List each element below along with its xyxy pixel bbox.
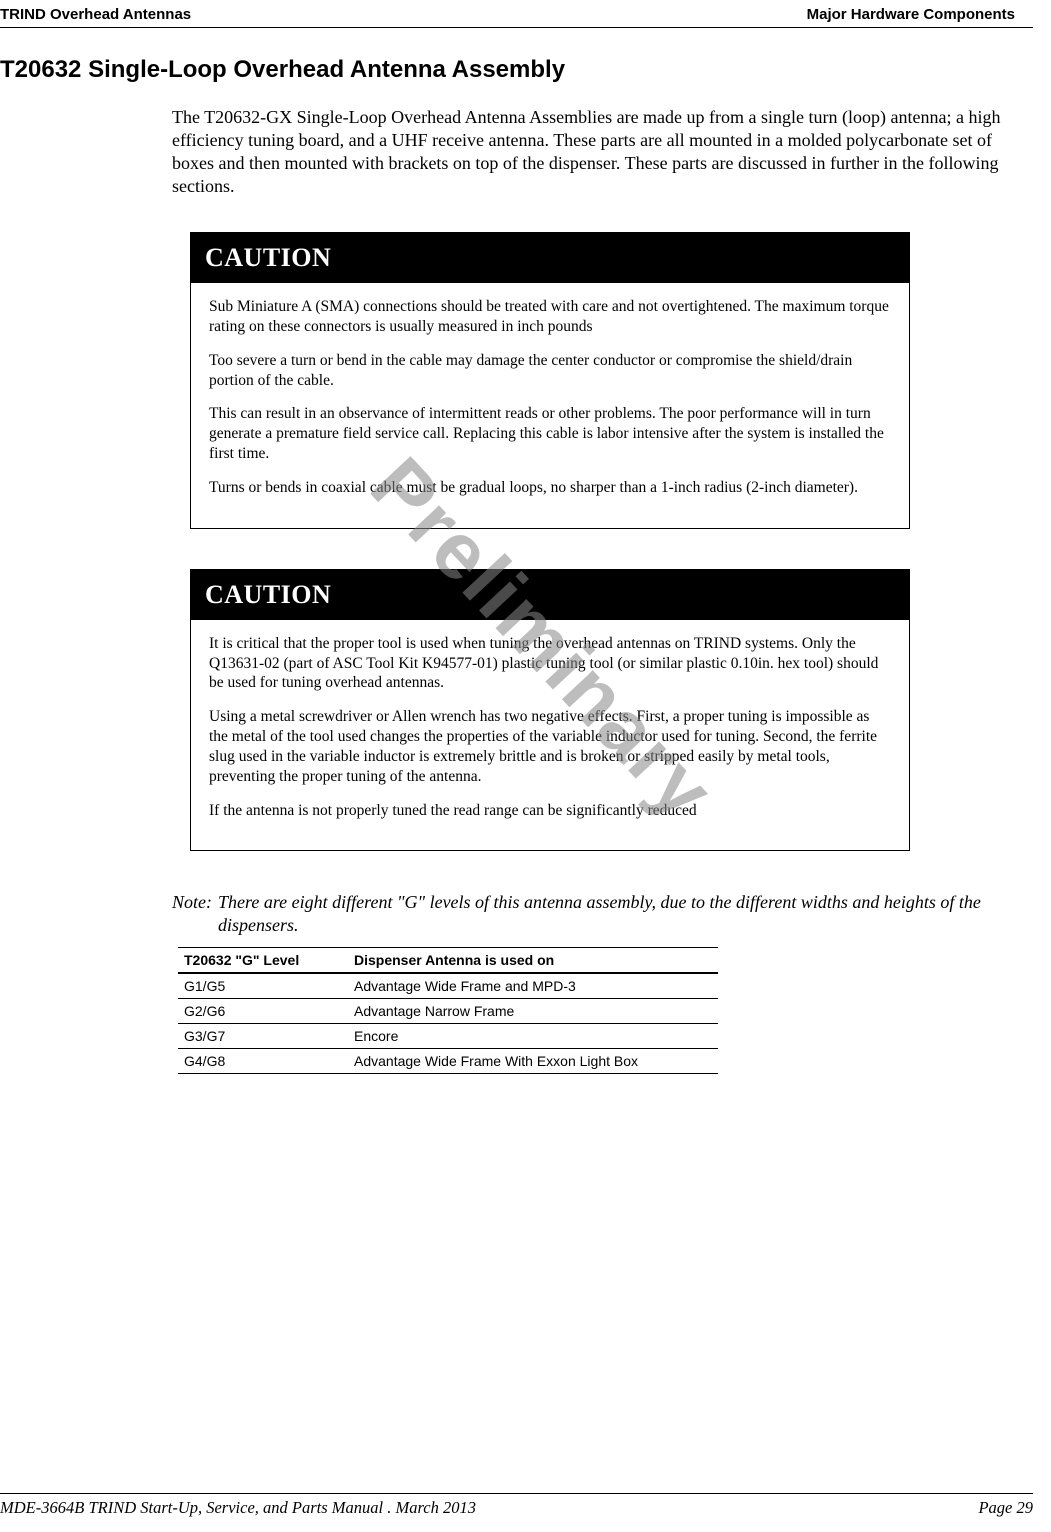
note-label: Note: [172,891,218,937]
cell-level: G3/G7 [178,1024,348,1049]
caution-label: CAUTION [191,570,909,620]
caution2-p1: It is critical that the proper tool is u… [209,634,891,693]
caution2-p3: If the antenna is not properly tuned the… [209,801,891,821]
page-footer: MDE-3664B TRIND Start-Up, Service, and P… [0,1493,1033,1518]
caution-box-2: CAUTION It is critical that the proper t… [190,569,910,852]
caution-label: CAUTION [191,233,909,283]
table-row: G3/G7 Encore [178,1024,718,1049]
table-row: G4/G8 Advantage Wide Frame With Exxon Li… [178,1049,718,1074]
caution-box-1: CAUTION Sub Miniature A (SMA) connection… [190,232,910,529]
cell-dispenser: Encore [348,1024,718,1049]
caution2-p2: Using a metal screwdriver or Allen wrenc… [209,707,891,786]
page-header: TRIND Overhead Antennas Major Hardware C… [0,0,1033,28]
col-g-level: T20632 "G" Level [178,948,348,974]
caution1-p1: Sub Miniature A (SMA) connections should… [209,297,891,337]
table-row: G2/G6 Advantage Narrow Frame [178,999,718,1024]
g-level-table: T20632 "G" Level Dispenser Antenna is us… [178,947,718,1074]
note-text: There are eight different "G" levels of … [218,891,1023,937]
caution1-p2: Too severe a turn or bend in the cable m… [209,351,891,391]
section-title: T20632 Single-Loop Overhead Antenna Asse… [0,56,1033,84]
cell-level: G4/G8 [178,1049,348,1074]
caution-body: Sub Miniature A (SMA) connections should… [191,283,909,528]
caution1-p3: This can result in an observance of inte… [209,404,891,463]
cell-dispenser: Advantage Wide Frame and MPD-3 [348,973,718,999]
header-left: TRIND Overhead Antennas [0,6,191,23]
cell-level: G2/G6 [178,999,348,1024]
caution1-p4: Turns or bends in coaxial cable must be … [209,478,891,498]
note-block: Note: There are eight different "G" leve… [172,891,1023,937]
table-row: G1/G5 Advantage Wide Frame and MPD-3 [178,973,718,999]
intro-paragraph: The T20632-GX Single-Loop Overhead Anten… [172,106,1023,198]
header-right: Major Hardware Components [807,6,1015,23]
caution-body: It is critical that the proper tool is u… [191,620,909,851]
footer-left: MDE-3664B TRIND Start-Up, Service, and P… [0,1498,476,1518]
col-dispenser: Dispenser Antenna is used on [348,948,718,974]
footer-right: Page 29 [978,1498,1033,1518]
cell-dispenser: Advantage Wide Frame With Exxon Light Bo… [348,1049,718,1074]
cell-level: G1/G5 [178,973,348,999]
table-header-row: T20632 "G" Level Dispenser Antenna is us… [178,948,718,974]
cell-dispenser: Advantage Narrow Frame [348,999,718,1024]
